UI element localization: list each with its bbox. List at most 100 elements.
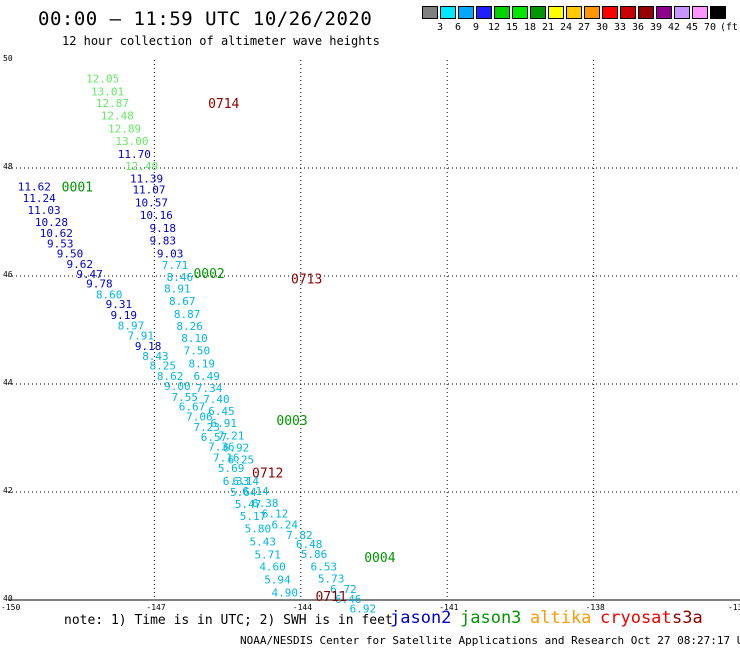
- scale-label: 15: [505, 22, 519, 33]
- wave-height-labels: 12.0513.0112.8712.4812.8913.0011.7012.49…: [18, 72, 376, 615]
- wave-height-label: 10.57: [135, 197, 168, 210]
- lon-label: -141: [439, 603, 459, 612]
- scale-swatch: [584, 6, 600, 19]
- wave-height-label: 6.14: [232, 475, 259, 488]
- wave-height-label: 6.33: [223, 475, 250, 488]
- wave-height-label: 9.18: [135, 340, 162, 353]
- wave-height-label: 13.00: [115, 135, 148, 148]
- wave-height-label: 5.43: [250, 536, 277, 549]
- wave-height-label: 5.94: [264, 573, 291, 586]
- wave-height-label: 6.24: [272, 518, 299, 531]
- scale-label: 27: [577, 22, 591, 33]
- note-text: note: 1) Time is in UTC; 2) SWH is in fe…: [64, 613, 393, 628]
- wave-height-label: 6.12: [262, 508, 289, 521]
- scale-swatch: [710, 6, 726, 19]
- scale-label: 12: [487, 22, 501, 33]
- legend-item: altika: [530, 608, 592, 628]
- scale-unit: (ft): [720, 22, 740, 33]
- legend-item: jason2: [390, 608, 452, 628]
- scale-label: 9: [472, 22, 480, 33]
- wave-height-label: 6.49: [193, 370, 220, 383]
- scale-label: 3: [436, 22, 444, 33]
- wave-height-label: 5.17: [240, 510, 266, 523]
- wave-height-label: 6.46: [335, 593, 362, 606]
- lon-label: -147: [146, 603, 166, 612]
- pass-label: 0004: [364, 551, 395, 566]
- wave-height-label: 8.46: [167, 271, 194, 284]
- scale-swatch: [440, 6, 456, 19]
- wave-height-label: 11.03: [28, 204, 61, 217]
- wave-height-label: 9.78: [86, 278, 113, 291]
- scale-swatch: [566, 6, 582, 19]
- wave-height-label: 7.82: [286, 529, 313, 542]
- wave-height-label: 7.21: [218, 429, 245, 442]
- scale-label: 33: [613, 22, 627, 33]
- legend-item: jason3: [460, 608, 522, 628]
- wave-height-label: 7.55: [171, 391, 198, 404]
- wave-height-label: 9.19: [110, 309, 137, 322]
- wave-height-label: 5.73: [318, 572, 345, 585]
- wave-height-label: 5.80: [245, 523, 272, 536]
- scale-swatch: [638, 6, 654, 19]
- wave-height-label: 7.16: [213, 451, 240, 464]
- wave-height-label: 9.18: [150, 222, 177, 235]
- page-title: 00:00 – 11:59 UTC 10/26/2020: [38, 8, 373, 30]
- wave-height-label: 7.40: [203, 393, 230, 406]
- lon-label: -138: [585, 603, 605, 612]
- wave-height-label: 10.28: [35, 216, 68, 229]
- wave-height-label: 7.23: [193, 421, 220, 434]
- wave-height-label: 6.45: [208, 405, 235, 418]
- lon-label: -13: [728, 603, 740, 612]
- pass-label: 0001: [62, 180, 93, 195]
- wave-height-label: 4.60: [259, 561, 286, 574]
- lat-label: 48: [3, 162, 13, 171]
- wave-height-label: 6.72: [330, 583, 357, 596]
- scale-swatch: [656, 6, 672, 19]
- wave-height-label: 9.47: [76, 268, 103, 281]
- wave-height-label: 9.31: [106, 298, 133, 311]
- wave-height-label: 8.19: [189, 357, 216, 370]
- wave-height-label: 4.90: [272, 586, 299, 599]
- pass-label: 0002: [193, 267, 224, 282]
- wave-height-label: 8.25: [150, 360, 177, 373]
- pass-label: 0003: [276, 414, 307, 429]
- scale-label: 36: [631, 22, 645, 33]
- scale-swatch: [620, 6, 636, 19]
- lat-label: 44: [3, 378, 13, 387]
- scale-swatch: [512, 6, 528, 19]
- wave-height-label: 12.49: [125, 160, 158, 173]
- wave-height-label: 8.97: [118, 320, 145, 333]
- scale-label: 21: [541, 22, 555, 33]
- wave-height-label: 12.89: [108, 123, 141, 136]
- wave-height-label: 5.71: [254, 549, 281, 562]
- wave-height-label: 6.25: [228, 454, 255, 467]
- wave-height-label: 8.67: [169, 295, 196, 308]
- scale-swatch: [476, 6, 492, 19]
- wave-height-label: 12.48: [101, 110, 134, 123]
- wave-height-label: 12.05: [86, 72, 119, 85]
- wave-height-label: 6.57: [201, 431, 228, 444]
- scale-swatch: [494, 6, 510, 19]
- lat-label: 42: [3, 486, 13, 495]
- wave-height-label: 7.34: [196, 382, 223, 395]
- scale-swatch: [674, 6, 690, 19]
- wave-height-label: 5.64: [230, 486, 257, 499]
- wave-height-label: 9.03: [157, 247, 184, 260]
- wave-height-label: 7.91: [128, 329, 155, 342]
- lat-label: 50: [3, 54, 13, 63]
- wave-height-label: 11.39: [130, 172, 163, 185]
- scale-label: 18: [523, 22, 537, 33]
- wave-height-label: 8.26: [176, 320, 203, 333]
- scale-swatch: [530, 6, 546, 19]
- wave-height-label: 9.53: [47, 238, 74, 251]
- scale-swatch: [422, 6, 438, 19]
- wave-height-label: 9.62: [67, 258, 94, 271]
- wave-height-label: 8.62: [157, 370, 184, 383]
- wave-height-label: 9.50: [57, 247, 84, 260]
- wave-height-label: 6.67: [179, 401, 206, 414]
- lon-label: -144: [292, 603, 313, 612]
- pass-labels: 0714 0001 0002 0713 0003 0712 0004 0711: [62, 97, 396, 605]
- wave-height-label: 11.07: [132, 184, 165, 197]
- wave-height-label: 5.47: [235, 498, 261, 511]
